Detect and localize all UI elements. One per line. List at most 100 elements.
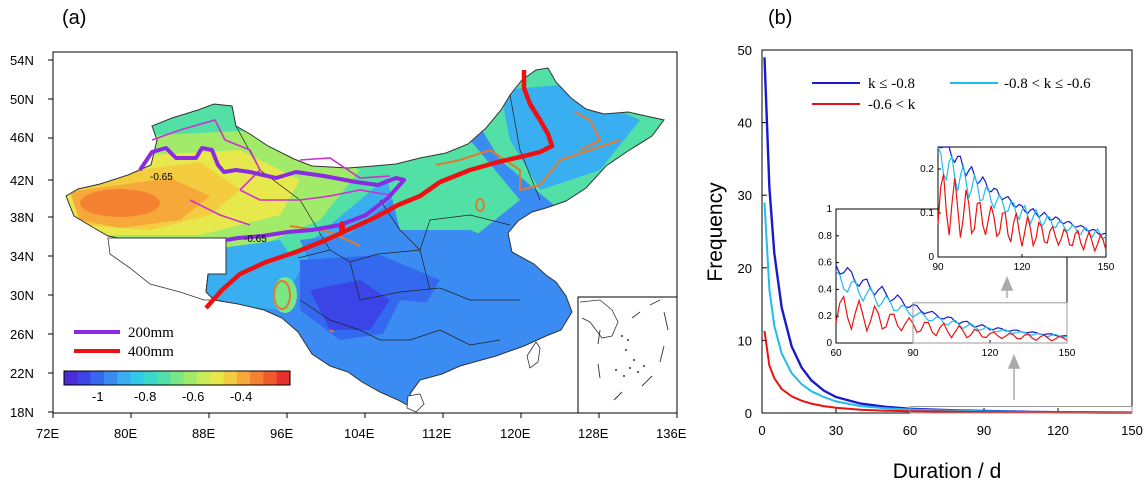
longitude-labels: 72E 80E 88E 96E 104E 112E 120E 128E 136E	[36, 426, 687, 441]
lat-label: 34N	[10, 249, 34, 264]
y-tick-label: 30	[738, 188, 752, 203]
inset-chart-2: 90 120 150 0 0.1 0.2	[920, 146, 1115, 273]
lon-label: 120E	[500, 426, 531, 441]
lat-label: 46N	[10, 130, 34, 145]
inset-x-label: 150	[1059, 348, 1076, 359]
colorbar	[63, 370, 291, 386]
lon-label: 80E	[114, 426, 137, 441]
inset-series-line-1	[937, 147, 1107, 241]
inset-x-label: 150	[1098, 262, 1115, 273]
colorbar-swatch	[170, 371, 185, 385]
colorbar-swatch	[64, 371, 78, 385]
lon-label: 128E	[578, 426, 609, 441]
colorbar-swatch	[210, 371, 225, 385]
inset-series-line-0	[937, 146, 1107, 236]
colorbar-swatch	[143, 371, 158, 385]
latitude-ticks	[48, 59, 53, 413]
province-boundaries	[235, 94, 541, 346]
lat-label: 30N	[10, 288, 34, 303]
isohyet-200mm	[138, 146, 406, 242]
x-tick-label: 150	[1121, 423, 1143, 438]
colorbar-swatch	[183, 371, 198, 385]
lat-label: 22N	[10, 366, 34, 381]
zoom-region-main	[909, 405, 1133, 414]
legend: k ≤ -0.8 -0.8 < k ≤ -0.6 -0.6 < k	[812, 76, 1091, 113]
lon-label: 136E	[656, 426, 687, 441]
lon-label: 96E	[270, 426, 293, 441]
legend-400mm-label: 400mm	[128, 344, 174, 360]
y-tick-label: 50	[738, 43, 752, 58]
colorbar-label: -0.6	[182, 389, 204, 404]
contour-label: -0.65	[150, 172, 173, 183]
lat-label: 38N	[10, 210, 34, 225]
inset-y-label: 0.8	[818, 231, 832, 242]
colorbar-swatch	[157, 371, 171, 385]
inset-y-label: 0.6	[818, 258, 832, 269]
zoom-region-inset	[912, 302, 1068, 344]
colorbar-swatch	[117, 371, 131, 385]
inset-y-label: 0.4	[818, 284, 832, 295]
y-tick-label: 10	[738, 333, 752, 348]
arrow-up-icon	[1007, 354, 1021, 369]
panel-label-a: (a)	[62, 7, 86, 29]
y-tick-label: 20	[738, 261, 752, 276]
panel-label-b: (b)	[768, 7, 792, 29]
x-axis-title: Duration / d	[893, 460, 1002, 483]
legend-200mm-label: 200mm	[128, 325, 174, 341]
arrow-up-icon	[1000, 276, 1014, 291]
inset-y-label: 0	[826, 338, 832, 349]
contour-label: -0.65	[244, 234, 267, 245]
colorbar-swatch	[90, 371, 105, 385]
colorbar-swatch	[130, 371, 145, 385]
south-china-sea-inset	[577, 296, 678, 414]
colorbar-label: -0.4	[230, 389, 252, 404]
lat-label: 18N	[10, 405, 34, 420]
inset-y-label: 0.2	[920, 164, 934, 175]
hainan-island	[406, 393, 425, 413]
inset-series-line-2	[937, 174, 1107, 253]
colorbar-swatch	[276, 371, 291, 385]
x-tick-label: 60	[903, 423, 917, 438]
lon-label: 104E	[344, 426, 375, 441]
isohyet-400mm	[204, 70, 555, 310]
y-tick-label: 0	[745, 406, 752, 421]
colorbar-label: -1	[92, 389, 104, 404]
x-tick-label: 90	[977, 423, 991, 438]
colorbar-swatch	[223, 371, 238, 385]
zoom-arrows	[1000, 276, 1021, 400]
lon-label: 88E	[192, 426, 215, 441]
inset-x-label: 120	[982, 348, 999, 359]
colorbar-swatch	[196, 371, 211, 385]
inset-x-label: 90	[907, 348, 919, 359]
inset-y-label: 0.1	[920, 208, 934, 219]
inset-y-label: 0	[928, 252, 934, 263]
inset-series-line-0	[835, 265, 1068, 337]
lat-label: 54N	[10, 53, 34, 68]
taiwan-island	[526, 341, 541, 369]
legend-label: k ≤ -0.8	[868, 76, 915, 92]
inset-y-label: 1	[826, 204, 832, 215]
colorbar-swatch	[77, 371, 92, 385]
inset-series-line-2	[835, 294, 1068, 342]
latitude-labels: 54N 50N 46N 42N 38N 34N 30N 26N 22N 18N	[10, 53, 34, 420]
inset-x-label: 60	[830, 348, 842, 359]
y-axis-title: Frequency	[704, 182, 727, 282]
legend-label: -0.6 < k	[868, 97, 916, 113]
colorbar-swatch	[263, 371, 278, 385]
y-tick-label: 40	[738, 116, 752, 131]
red-patch	[339, 221, 345, 235]
inset-y-label: 0.2	[818, 311, 832, 322]
lat-label: 26N	[10, 327, 34, 342]
lat-label: 42N	[10, 173, 34, 188]
lat-label: 50N	[10, 92, 34, 107]
inset-x-label: 120	[1014, 262, 1031, 273]
colorbar-swatch	[250, 371, 264, 385]
lon-label: 112E	[422, 426, 452, 441]
legend-label: -0.8 < k ≤ -0.6	[1004, 76, 1091, 92]
contour-lines-orange	[273, 111, 621, 333]
x-tick-label: 120	[1047, 423, 1069, 438]
colorbar-border	[63, 370, 291, 386]
